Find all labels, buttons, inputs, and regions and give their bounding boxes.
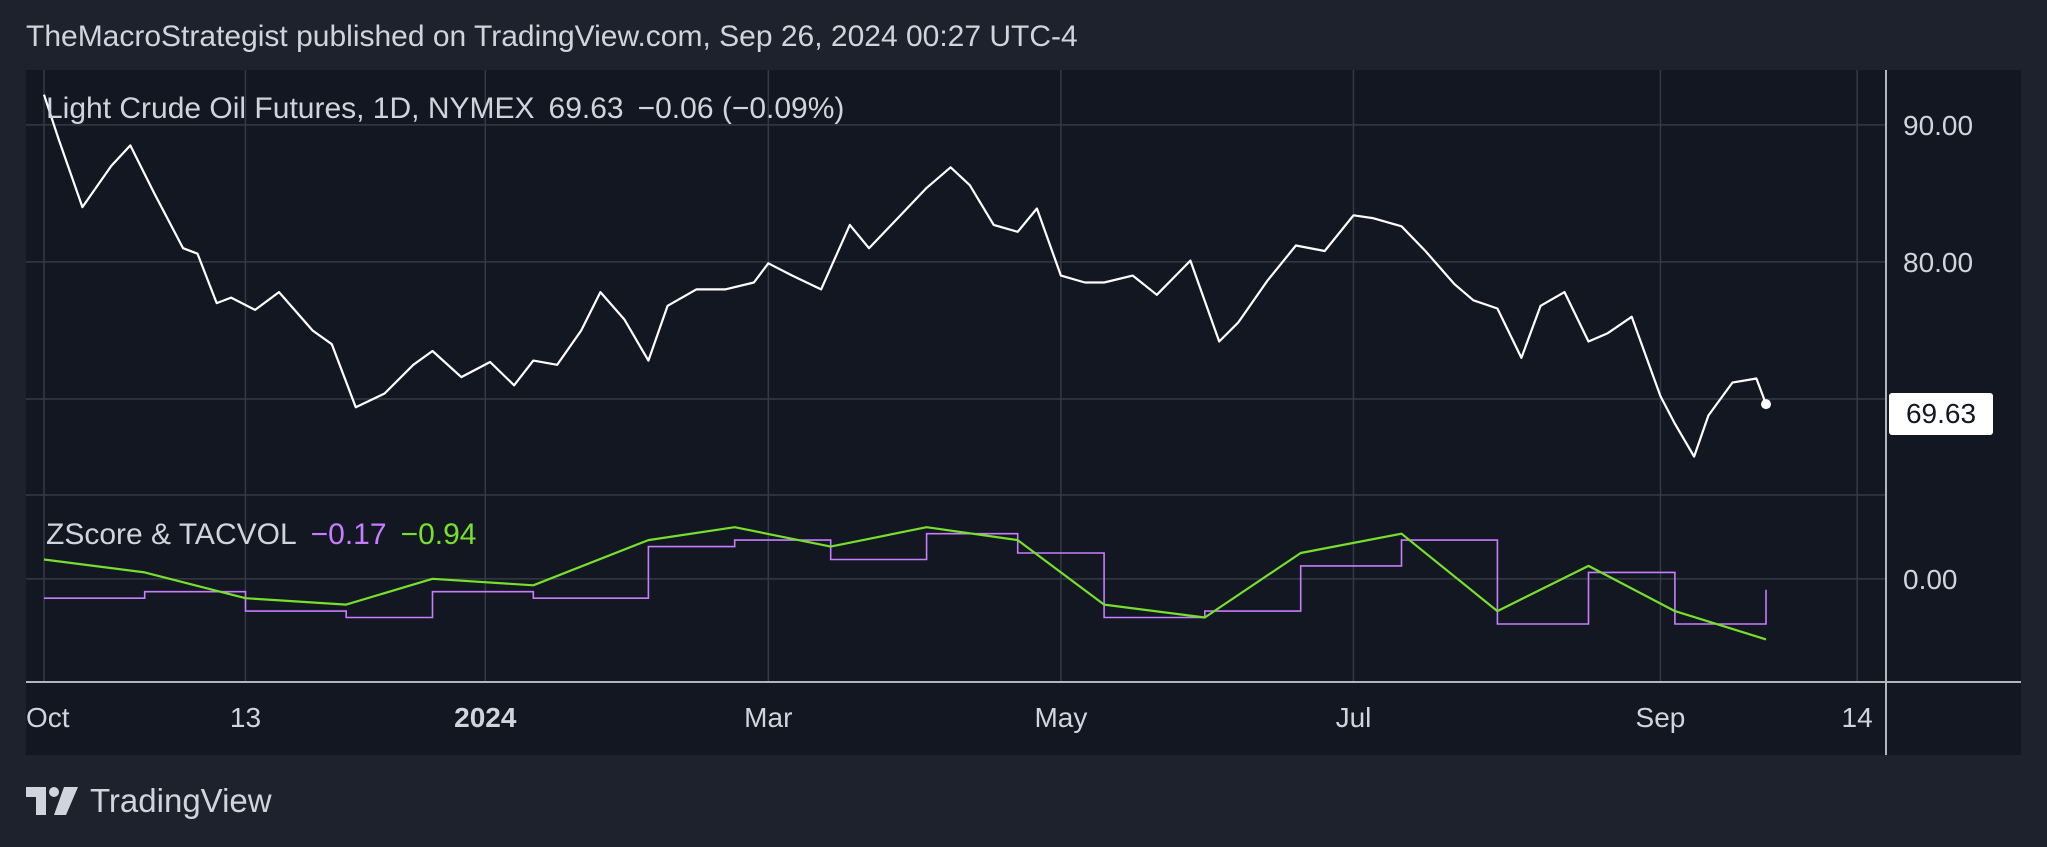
symbol-label: Light Crude Oil Futures, 1D, NYMEX bbox=[46, 92, 535, 125]
chart-frame[interactable]: 90.00 80.00 0.00 Oct 13 2024 Mar May Jul Sep 14 Li… bbox=[26, 70, 2021, 755]
price-series-line bbox=[42, 94, 1768, 458]
tacvol-value: −0.94 bbox=[400, 518, 477, 551]
last-value-label: 69.63 bbox=[548, 92, 624, 125]
tradingview-logo-icon bbox=[26, 787, 78, 815]
time-axis-label: Sep bbox=[1636, 702, 1686, 733]
main-legend[interactable]: Light Crude Oil Futures, 1D, NYMEX 69.63−… bbox=[46, 92, 858, 126]
indicator-axis-tick: 0.00 bbox=[1903, 564, 1958, 595]
tradingview-brand[interactable]: TradingView bbox=[26, 782, 272, 820]
time-axis-label: Mar bbox=[744, 702, 792, 733]
last-price-dot bbox=[1761, 399, 1771, 410]
price-axis-tick: 80.00 bbox=[1903, 247, 1973, 278]
last-price-badge: 69.63 bbox=[1889, 393, 1993, 435]
indicator-name: ZScore & TACVOL bbox=[46, 518, 297, 551]
publisher-line: TheMacroStrategist published on TradingV… bbox=[26, 20, 1078, 53]
time-axis-label: Jul bbox=[1336, 702, 1372, 733]
indicator-legend[interactable]: ZScore & TACVOL −0.17 −0.94 bbox=[46, 518, 490, 552]
time-axis-label: 2024 bbox=[454, 702, 517, 733]
time-axis-label: Oct bbox=[26, 702, 70, 733]
change-label: −0.06 (−0.09%) bbox=[637, 92, 845, 125]
time-axis-label: 14 bbox=[1842, 702, 1873, 733]
time-axis-label: 13 bbox=[230, 702, 261, 733]
brand-label: TradingView bbox=[90, 782, 272, 819]
chart-canvas[interactable]: 90.00 80.00 0.00 Oct 13 2024 Mar May Jul Sep 14 bbox=[26, 70, 2021, 755]
tacvol-series-line bbox=[43, 526, 1767, 641]
price-axis-tick: 90.00 bbox=[1903, 110, 1973, 141]
time-axis-label: May bbox=[1034, 702, 1087, 733]
zscore-series-line bbox=[44, 532, 1767, 625]
zscore-value: −0.17 bbox=[310, 518, 387, 551]
